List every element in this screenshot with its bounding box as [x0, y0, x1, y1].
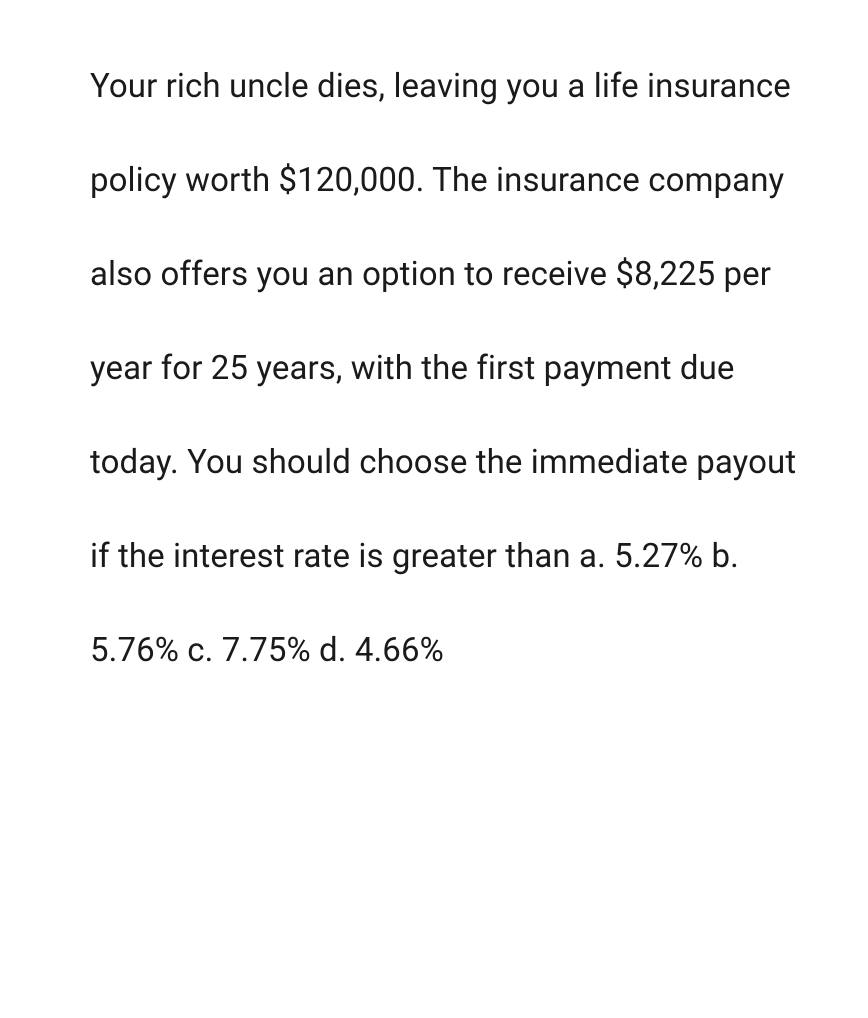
question-container: Your rich uncle dies, leaving you a life…: [0, 0, 868, 738]
question-text: Your rich uncle dies, leaving you a life…: [90, 40, 818, 698]
